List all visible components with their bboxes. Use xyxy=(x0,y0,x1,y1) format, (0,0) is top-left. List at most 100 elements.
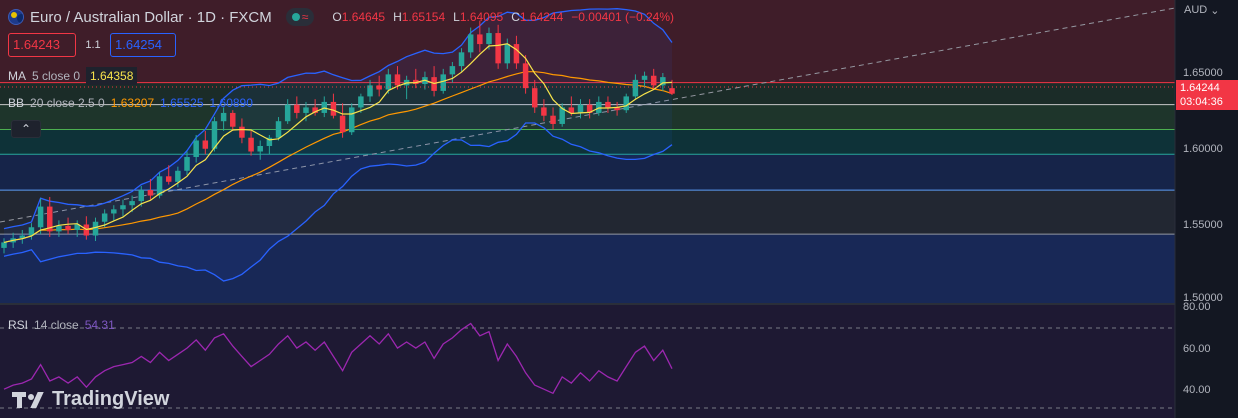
price-tick: 1.65000 xyxy=(1183,67,1223,79)
candle xyxy=(266,134,273,155)
trade-panel: 1.64243 1.1 1.64254 xyxy=(8,33,176,57)
bar-countdown: 03:04:36 xyxy=(1180,96,1223,108)
pane-separator[interactable] xyxy=(0,303,1175,305)
symbol-header: Euro / Australian Dollar · 1D · FXCM ≈ O… xyxy=(8,6,674,28)
price-axis-bg[interactable] xyxy=(1175,0,1238,418)
candle xyxy=(586,99,593,119)
candle xyxy=(56,220,62,237)
candle xyxy=(385,68,392,94)
candle xyxy=(330,93,337,119)
candle xyxy=(641,71,648,89)
candle xyxy=(129,195,135,213)
candle xyxy=(513,35,520,69)
candle xyxy=(568,96,575,116)
symbol-title[interactable]: Euro / Australian Dollar · 1D · FXCM xyxy=(30,8,272,26)
candle xyxy=(477,20,483,53)
price-zone xyxy=(0,0,1175,83)
candle xyxy=(19,230,26,244)
chevron-up-icon: ⌃ xyxy=(20,122,32,136)
bb-basis-value: 1.63207 xyxy=(110,96,155,110)
candle xyxy=(193,134,199,163)
ohlc-close: C1.64244 xyxy=(511,10,564,24)
ohlc-open: O1.64645 xyxy=(332,10,386,24)
price-zone xyxy=(0,190,1175,235)
candle xyxy=(101,209,108,228)
candle xyxy=(111,205,117,221)
candle xyxy=(522,55,529,94)
ma-name: MA xyxy=(8,69,26,83)
candle xyxy=(294,96,300,119)
candle xyxy=(120,199,126,217)
sell-button[interactable]: 1.64243 xyxy=(8,33,76,57)
ohlc-low: L1.64095 xyxy=(453,10,504,24)
rsi-tick: 80.00 xyxy=(1183,301,1211,313)
currency-label: AUD xyxy=(1184,4,1208,16)
candle xyxy=(650,68,657,90)
candle xyxy=(303,101,309,122)
candle xyxy=(147,179,154,200)
price-tick: 1.50000 xyxy=(1183,292,1223,304)
candle xyxy=(577,99,584,119)
candle xyxy=(413,68,419,89)
candle xyxy=(28,223,35,240)
spread-value: 1.1 xyxy=(85,39,101,51)
candle xyxy=(458,48,465,72)
candle xyxy=(367,79,373,102)
bb-params: 20 close 2.5 0 xyxy=(30,96,105,110)
candle xyxy=(614,101,620,116)
candle xyxy=(202,130,209,155)
candle xyxy=(660,72,666,91)
bb-name: BB xyxy=(8,96,25,110)
candle xyxy=(275,117,282,141)
chevron-down-icon: ⌄ xyxy=(1210,5,1220,17)
candle xyxy=(37,198,44,235)
market-status[interactable]: ≈ xyxy=(285,8,315,26)
candle xyxy=(358,93,364,113)
ma-legend[interactable]: MA 5 close 0 1.64358 xyxy=(8,67,138,85)
candle xyxy=(531,79,538,113)
last-price-label: 1.64244 03:04:36 xyxy=(1176,80,1238,110)
currency-flag-icon xyxy=(8,9,24,25)
rsi-pane xyxy=(0,305,1175,418)
price-zone xyxy=(0,82,1175,105)
candle xyxy=(175,166,181,188)
rsi-line xyxy=(3,322,673,395)
candle xyxy=(312,99,318,116)
rsi-value: 54.31 xyxy=(84,318,115,332)
collapse-legend-button[interactable]: ⌃ xyxy=(11,120,41,138)
ohlc-values: O1.64645 H1.65154 L1.64095 C1.64244 −0.0… xyxy=(332,10,674,24)
candle xyxy=(220,107,227,131)
candle xyxy=(376,75,382,97)
candle xyxy=(65,217,71,235)
candle xyxy=(257,140,263,160)
candle xyxy=(541,99,547,122)
tradingview-logo[interactable]: TradingView xyxy=(12,388,169,411)
trend-line[interactable] xyxy=(0,7,1176,223)
candle xyxy=(184,151,190,175)
candle xyxy=(239,118,245,144)
wave-icon: ≈ xyxy=(301,10,309,24)
bb-lower-value: 1.60890 xyxy=(209,96,253,110)
candle xyxy=(632,74,639,100)
price-zone xyxy=(0,234,1175,303)
candle xyxy=(165,165,172,185)
bb-legend[interactable]: BB 20 close 2.5 0 1.63207 1.65525 1.6089… xyxy=(8,96,253,110)
ohlc-change: −0.00401 (−0.24%) xyxy=(571,10,675,24)
candle xyxy=(623,93,629,113)
moving-average-line xyxy=(3,43,673,243)
candle xyxy=(1,238,7,254)
bb-upper-value: 1.65525 xyxy=(160,96,204,110)
candle xyxy=(550,107,556,130)
rsi-legend[interactable]: RSI 14 close 54.31 xyxy=(8,318,115,332)
candle xyxy=(559,103,565,127)
ma-params: 5 close 0 xyxy=(32,69,81,83)
candle xyxy=(339,103,346,138)
candle xyxy=(47,196,53,237)
currency-selector[interactable]: AUD ⌄ xyxy=(1184,4,1219,17)
rsi-params: 14 close xyxy=(34,318,79,332)
buy-button[interactable]: 1.64254 xyxy=(110,33,176,57)
candle xyxy=(348,103,355,135)
candle xyxy=(92,217,99,242)
market-open-icon xyxy=(291,13,300,21)
